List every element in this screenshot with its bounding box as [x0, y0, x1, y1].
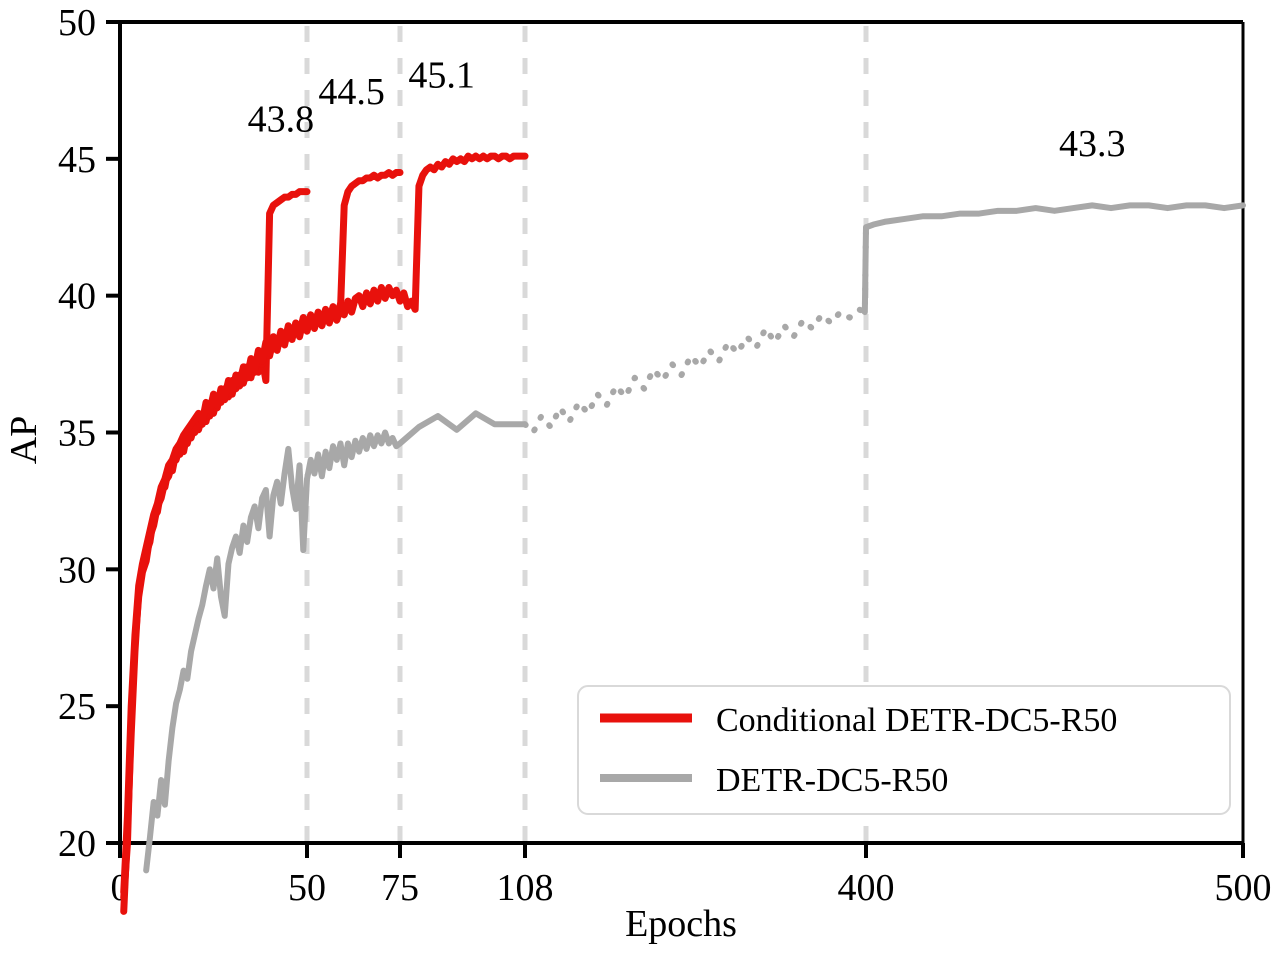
y-tick-label-40: 40: [58, 276, 96, 318]
x-tick-label-500: 500: [1215, 867, 1272, 909]
x-tick-label-400: 400: [838, 867, 895, 909]
series-line-conditional-detr-run-108: [120, 152, 529, 896]
data-series-layer: [120, 152, 1246, 915]
annotations-layer: 43.844.5 45.1 43.3: [248, 55, 1126, 165]
x-axis-title: Epochs: [625, 903, 737, 945]
x-axis-ticks: 0 50 75 108 400 500: [111, 843, 1272, 909]
series-line-detr-solid-late: [861, 202, 1246, 316]
annotation-45-1: 45.1: [408, 55, 475, 97]
y-axis-ticks: 20 25 30 35 40 45 50: [58, 2, 120, 865]
x-tick-label-75: 75: [381, 867, 419, 909]
x-tick-label-50: 50: [288, 867, 326, 909]
legend-label-conditional-detr: Conditional DETR-DC5-R50: [716, 702, 1117, 739]
x-tick-label-108: 108: [497, 867, 554, 909]
series-line-detr-solid-early: [143, 410, 528, 874]
annotation-44-5: 44.5: [318, 71, 385, 113]
y-axis-title: AP: [3, 416, 45, 465]
chart-legend: Conditional DETR-DC5-R50 DETR-DC5-R50: [577, 685, 1231, 815]
y-tick-label-20: 20: [58, 823, 96, 865]
legend-label-detr: DETR-DC5-R50: [716, 762, 948, 799]
y-tick-label-35: 35: [58, 413, 96, 455]
legend-box: [577, 685, 1231, 815]
y-tick-label-50: 50: [58, 2, 96, 44]
annotation-43-3: 43.3: [1059, 123, 1126, 165]
y-tick-label-25: 25: [58, 686, 96, 728]
y-tick-label-30: 30: [58, 549, 96, 591]
annotation-43-8: 43.8: [248, 98, 315, 140]
series-line-detr-dotted-mid: [522, 224, 869, 436]
y-tick-label-45: 45: [58, 139, 96, 181]
